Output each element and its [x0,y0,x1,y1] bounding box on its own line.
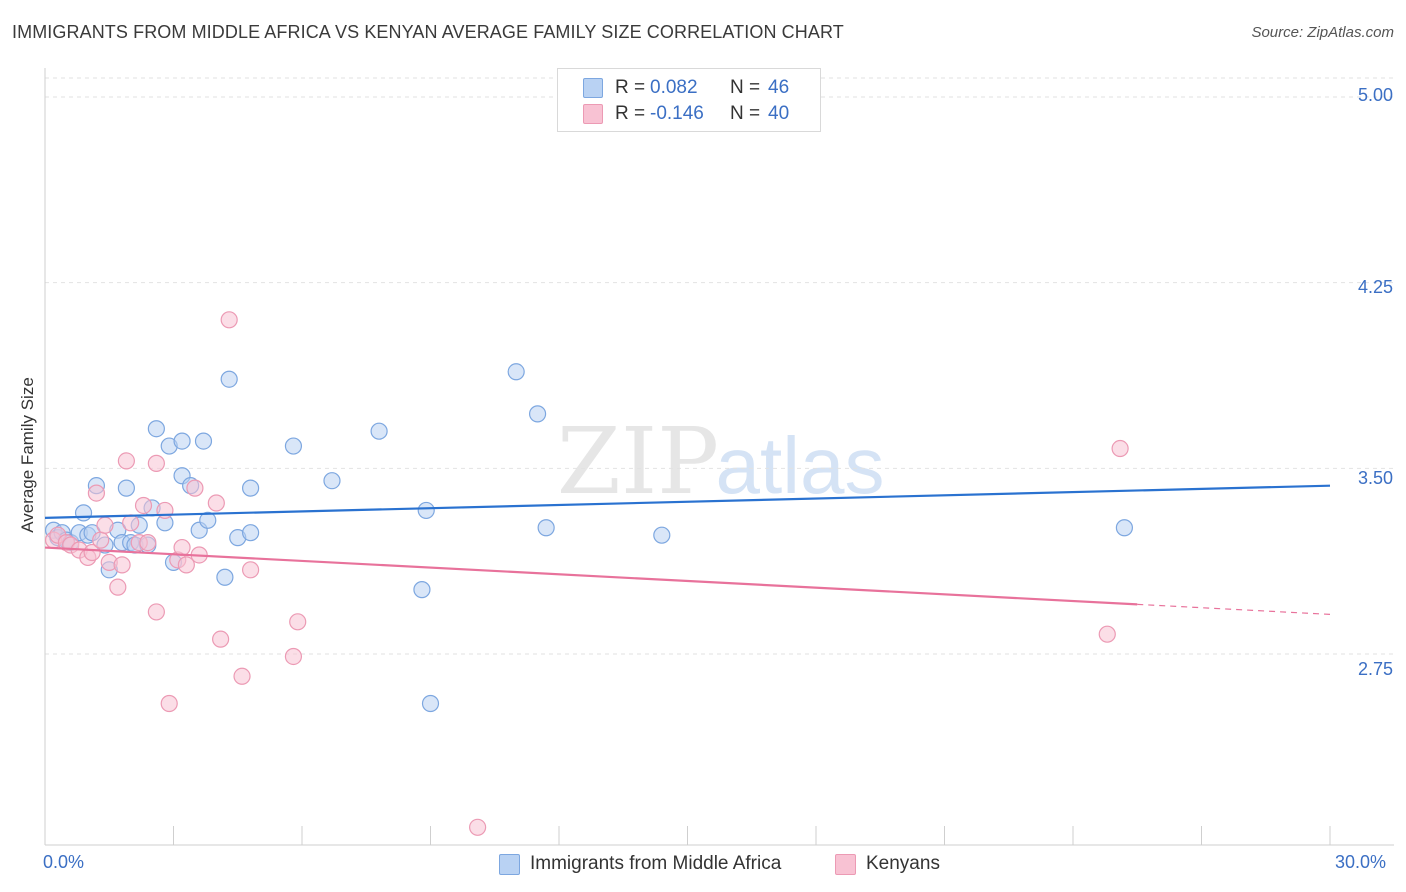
data-point-kenyans [284,647,303,666]
data-point-immigrants [537,519,555,537]
data-point-immigrants [284,437,303,455]
y-tick-label: 3.50 [1357,468,1393,488]
y-axis-label: Average Family Size [18,377,37,533]
data-point-kenyans [469,818,487,836]
data-point-kenyans [147,454,165,472]
trend-line-kenyans [44,546,1138,606]
data-point-kenyans [186,479,204,497]
y-tick-label: 4.25 [1357,277,1393,297]
data-point-immigrants [194,432,213,450]
data-point-kenyans [242,561,260,579]
data-point-immigrants [216,568,234,586]
data-point-kenyans [233,667,251,685]
x-tick-label-min: 0.0% [43,852,85,872]
data-point-immigrants [417,501,435,520]
legend-label: Kenyans [866,853,940,874]
watermark-zip: ZIP [557,408,719,515]
blue-swatch-icon [583,78,603,98]
n-value: 46 [768,77,790,98]
n-label: N = [730,103,761,124]
data-point-kenyans [1098,625,1116,643]
correlation-stats-box: R = 0.082 N = 46 R = -0.146 N = 40 [557,68,821,132]
x-tick-label-max: 30.0% [1335,852,1387,872]
data-point-kenyans [113,556,131,574]
data-point-kenyans [92,531,110,549]
data-point-immigrants [528,405,547,423]
chart-source: Source: ZipAtlas.com [1251,24,1394,41]
data-point-immigrants [421,694,440,713]
data-point-kenyans [87,484,106,502]
data-point-immigrants [117,479,135,497]
data-point-kenyans [212,630,230,648]
pink-swatch-icon [835,854,856,875]
data-point-kenyans [173,538,191,557]
data-point-kenyans [139,533,157,552]
data-point-kenyans [83,543,101,562]
data-point-immigrants [370,422,388,440]
r-label: R = [615,103,646,124]
data-point-immigrants [323,472,341,490]
n-value: 40 [768,103,790,124]
chart-title: IMMIGRANTS FROM MIDDLE AFRICA VS KENYAN … [12,22,844,42]
data-point-kenyans [160,694,178,713]
data-point-immigrants [173,432,191,450]
data-point-kenyans [1111,439,1129,458]
data-point-immigrants [74,504,93,522]
legend-label: Immigrants from Middle Africa [530,853,782,874]
data-point-immigrants [220,370,238,388]
watermark-atlas: atlas [716,421,885,510]
data-point-kenyans [147,603,165,621]
data-point-immigrants [507,363,525,381]
n-label: N = [730,77,761,98]
r-value: 0.082 [650,77,698,98]
pink-swatch-icon [583,104,603,124]
y-tick-label: 2.75 [1357,659,1393,679]
data-point-immigrants [242,479,260,497]
data-point-immigrants [199,511,217,529]
data-point-kenyans [289,613,307,631]
trend-line-immigrants [44,484,1331,519]
data-point-kenyans [117,452,135,470]
data-point-immigrants [653,526,671,544]
data-point-immigrants [1115,519,1134,537]
data-point-immigrants [242,524,260,542]
data-point-kenyans [177,556,195,574]
blue-swatch-icon [499,854,520,875]
r-label: R = [615,77,646,98]
data-point-immigrants [147,420,165,438]
y-tick-label: 5.00 [1357,85,1393,105]
data-point-kenyans [207,494,225,512]
data-point-kenyans [96,516,114,534]
data-point-kenyans [134,496,153,515]
r-value: -0.146 [650,103,704,124]
data-point-immigrants [413,581,431,599]
data-point-kenyans [109,578,127,596]
chart-legend: Immigrants from Middle Africa Kenyans [0,852,1406,878]
data-point-kenyans [122,514,140,532]
trend-line-kenyans-extension [1137,603,1331,615]
data-point-kenyans [220,311,238,329]
